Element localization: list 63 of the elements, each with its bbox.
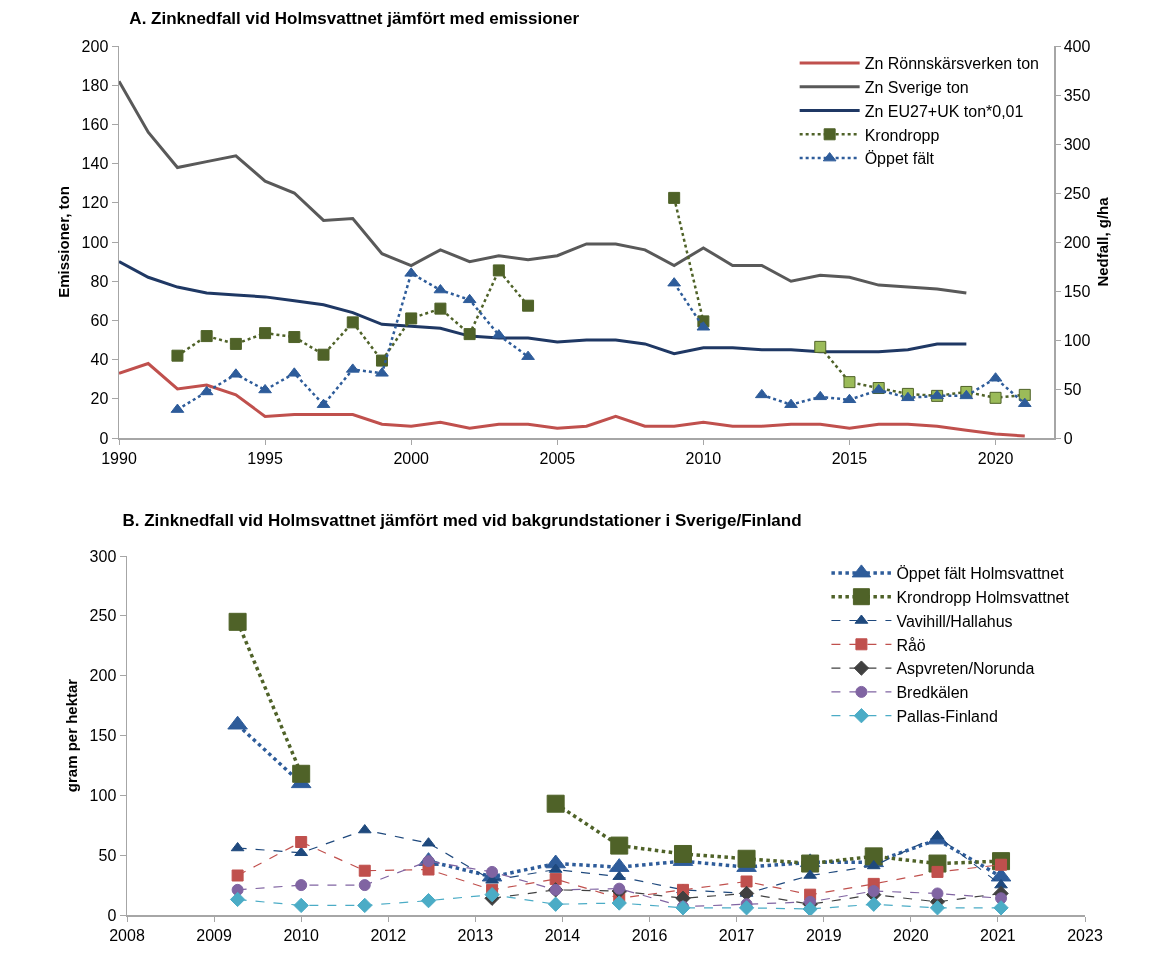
legend-label: Krondropp: [864, 126, 940, 144]
y-axis-title: gram per hektar: [63, 678, 81, 793]
y-tick-label: 140: [81, 155, 109, 173]
y2-tick-label: 300: [1063, 135, 1091, 153]
x-tick-label: 2012: [370, 926, 407, 944]
y2-tick-label: 0: [1063, 429, 1073, 447]
y-tick-label: 0: [99, 429, 109, 447]
legend-label: Zn Rönnskärsverken ton: [864, 55, 1039, 73]
legend-label: Zn EU27+UK ton*0,01: [864, 102, 1024, 120]
y-tick-label: 100: [89, 786, 117, 804]
chart-title: A. Zinknedfall vid Holmsvattnet jämfört med emissioner: [129, 8, 580, 28]
y2-tick-label: 200: [1063, 233, 1091, 251]
x-tick-label: 2000: [393, 449, 430, 467]
x-tick-label: 2015: [831, 449, 868, 467]
y-tick-label: 0: [107, 906, 117, 924]
y-tick-label: 150: [89, 727, 117, 745]
y-tick-label: 20: [90, 390, 109, 408]
x-tick-label: 2013: [457, 926, 494, 944]
x-tick-label: 1990: [101, 449, 137, 467]
x-tick-label: 2020: [893, 926, 929, 944]
x-tick-label: 2017: [718, 926, 755, 944]
x-tick-label: 2016: [631, 926, 668, 944]
x-tick-label: 2021: [980, 926, 1016, 944]
legend-label: Krondropp Holmsvattnet: [896, 588, 1070, 606]
x-tick-label: 2008: [109, 926, 145, 944]
y-tick-label: 200: [81, 37, 109, 55]
y-tick-label: 100: [81, 233, 109, 251]
x-tick-label: 2005: [539, 449, 576, 467]
y-tick-label: 80: [90, 272, 109, 290]
legend-label: Vavihill/Hallahus: [896, 612, 1013, 630]
y-tick-label: 200: [89, 667, 117, 685]
x-tick-label: 2010: [283, 926, 320, 944]
legend-label: Bredkälen: [896, 684, 969, 702]
y-tick-label: 300: [89, 547, 117, 565]
x-tick-label: 2009: [196, 926, 232, 944]
y2-tick-label: 50: [1063, 380, 1082, 398]
x-tick-label: 2020: [977, 449, 1014, 467]
y2-tick-label: 100: [1063, 331, 1091, 349]
y-tick-label: 250: [89, 607, 117, 625]
legend-label: Zn Sverige ton: [864, 78, 969, 96]
legend-label: Öppet fält Holmsvattnet: [896, 565, 1065, 583]
legend-label: Pallas-Finland: [896, 707, 998, 725]
x-tick-label: 1995: [247, 449, 283, 467]
legend-label: Råö: [896, 636, 926, 654]
x-tick-label: 2019: [805, 926, 842, 944]
y-axis-title: Emissioner, ton: [55, 186, 73, 298]
y-tick-label: 50: [98, 846, 117, 864]
x-tick-label: 2023: [1067, 926, 1103, 944]
y-tick-label: 180: [81, 76, 109, 94]
y2-tick-label: 350: [1063, 86, 1091, 104]
y2-axis-title: Nedfall, g/ha: [1094, 196, 1112, 287]
y-tick-label: 120: [81, 194, 109, 212]
y2-tick-label: 400: [1063, 37, 1091, 55]
y-tick-label: 160: [81, 116, 109, 133]
y2-tick-label: 150: [1063, 282, 1091, 300]
x-tick-label: 2014: [544, 926, 581, 944]
y-tick-label: 60: [90, 312, 109, 329]
legend-label: Öppet fält: [864, 150, 935, 168]
x-tick-label: 2010: [685, 449, 722, 467]
y-tick-label: 40: [90, 351, 109, 369]
y2-tick-label: 250: [1063, 184, 1091, 202]
chart-title: B. Zinknedfall vid Holmsvattnet jämfört med vid bakgrundstationer i Sverige/Finland: [122, 510, 802, 530]
legend-label: Aspvreten/Norunda: [896, 660, 1035, 678]
